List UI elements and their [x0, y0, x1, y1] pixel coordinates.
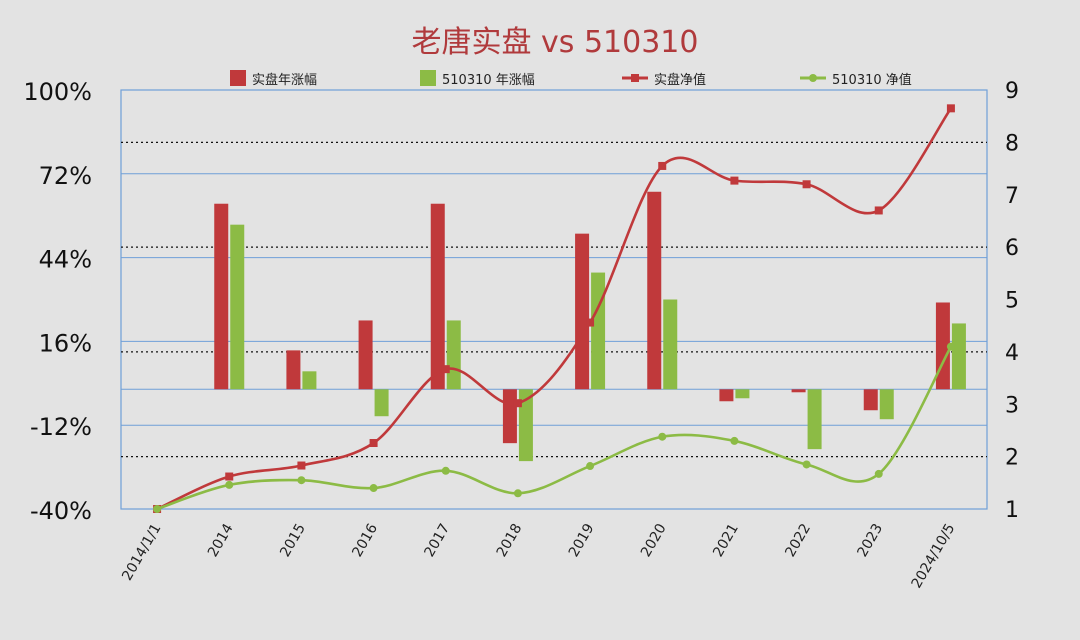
legend-label-line-0: 实盘净值 — [654, 72, 706, 88]
legend-label-bar-0: 实盘年涨幅 — [252, 72, 317, 88]
line-series-group — [153, 104, 955, 513]
legend-item-bar-1: 510310 年涨幅 — [420, 70, 535, 88]
line-point-0-2016 — [369, 439, 378, 448]
line-point-0-2017 — [441, 365, 450, 374]
right-tick-label: 2 — [1005, 446, 1019, 471]
legend-item-line-1: 510310 净值 — [800, 72, 912, 88]
x-tick-label: 2016 — [349, 521, 381, 560]
right-tick-label: 4 — [1005, 341, 1019, 366]
line-point-1-2014 — [225, 480, 234, 489]
x-tick-label: 2014/1/1 — [119, 521, 164, 583]
bar-1-2023 — [879, 389, 894, 420]
legend-label-bar-1: 510310 年涨幅 — [442, 73, 535, 88]
bar-1-2014 — [230, 224, 245, 390]
bar-0-2021 — [719, 389, 734, 402]
line-point-0-2023 — [874, 206, 883, 215]
bar-1-2022 — [807, 389, 822, 450]
right-axis: 9 8 7 6 5 4 3 2 1 — [1005, 79, 1019, 523]
line-point-0-2014 — [225, 472, 234, 481]
legend-label-line-1: 510310 净值 — [832, 72, 912, 88]
right-tick-label: 6 — [1005, 236, 1019, 261]
line-point-1-2021 — [730, 436, 739, 445]
left-tick-label: 72% — [39, 162, 92, 190]
right-tick-label: 7 — [1005, 184, 1019, 209]
bar-0-2018 — [502, 389, 517, 444]
line-point-1-2014/1/1 — [153, 505, 162, 513]
legend-marker-line-0 — [631, 74, 639, 82]
bar-1-2019 — [591, 272, 606, 390]
bar-1-2017 — [446, 320, 461, 390]
right-tick-label: 8 — [1005, 131, 1019, 156]
right-tick-label: 5 — [1005, 289, 1019, 314]
bar-0-2020 — [647, 191, 662, 390]
line-point-0-2024/10/5 — [946, 104, 955, 113]
line-point-1-2020 — [658, 432, 667, 441]
x-tick-label: 2024/10/5 — [909, 521, 959, 591]
bar-0-2017 — [430, 203, 445, 390]
x-tick-label: 2023 — [855, 521, 887, 560]
left-tick-label: -40% — [30, 497, 92, 525]
line-point-1-2016 — [369, 484, 378, 493]
plot-frame — [120, 89, 988, 510]
line-point-0-2021 — [730, 176, 739, 185]
line-point-1-2015 — [297, 476, 306, 485]
line-point-0-2022 — [802, 180, 811, 189]
line-point-1-2022 — [802, 460, 811, 469]
x-axis: 2014/1/1 2014 2015 2016 2017 2018 2019 2020 2021… — [119, 521, 958, 591]
legend-item-line-0: 实盘净值 — [622, 72, 706, 88]
bar-0-2015 — [286, 350, 301, 390]
bar-series-group — [214, 191, 966, 462]
legend-marker-line-1 — [809, 74, 817, 82]
legend-swatch-bar-1 — [420, 70, 436, 86]
bar-0-2016 — [358, 320, 373, 390]
line-point-1-2024/10/5 — [946, 342, 955, 351]
right-tick-label: 1 — [1005, 498, 1019, 523]
right-tick-label: 3 — [1005, 393, 1019, 418]
line-point-0-2015 — [297, 461, 306, 470]
x-tick-label: 2014 — [205, 521, 237, 560]
line-point-1-2023 — [874, 469, 883, 478]
x-tick-label: 2020 — [638, 521, 670, 560]
legend: 实盘年涨幅 510310 年涨幅 实盘净值 510310 净值 — [230, 70, 912, 88]
chart-title: 老唐实盘 vs 510310 — [412, 25, 699, 60]
x-tick-label: 2015 — [277, 521, 309, 560]
x-tick-label: 2021 — [710, 521, 742, 560]
left-axis: 100% 72% 44% 16% -12% -40% — [23, 78, 92, 525]
bar-1-2015 — [302, 371, 317, 390]
x-tick-label: 2017 — [422, 521, 454, 560]
bar-1-2018 — [518, 389, 533, 462]
bar-0-2022 — [791, 389, 806, 393]
bar-1-2020 — [663, 299, 678, 390]
bar-1-2016 — [374, 389, 389, 417]
gridlines — [121, 89, 987, 510]
legend-item-bar-0: 实盘年涨幅 — [230, 70, 317, 88]
legend-swatch-bar-0 — [230, 70, 246, 86]
line-point-0-2020 — [658, 161, 667, 170]
left-tick-label: 100% — [23, 78, 92, 106]
right-tick-label: 9 — [1005, 79, 1019, 104]
left-tick-label: 16% — [39, 329, 92, 357]
bar-1-2021 — [735, 389, 750, 399]
bar-0-2019 — [575, 233, 590, 390]
x-tick-label: 2019 — [566, 521, 598, 560]
x-tick-label: 2022 — [782, 521, 814, 560]
line-point-0-2019 — [586, 318, 595, 327]
x-tick-label: 2018 — [494, 521, 526, 560]
line-point-1-2018 — [513, 489, 522, 498]
bar-1-2024/10/5 — [951, 323, 966, 390]
plot-area — [120, 89, 988, 510]
line-point-0-2018 — [513, 399, 522, 408]
bar-0-2023 — [863, 389, 878, 411]
bar-0-2014 — [214, 203, 229, 390]
line-point-1-2019 — [586, 462, 595, 471]
line-point-1-2017 — [441, 466, 450, 475]
left-tick-label: 44% — [39, 246, 92, 274]
left-tick-label: -12% — [30, 413, 92, 441]
